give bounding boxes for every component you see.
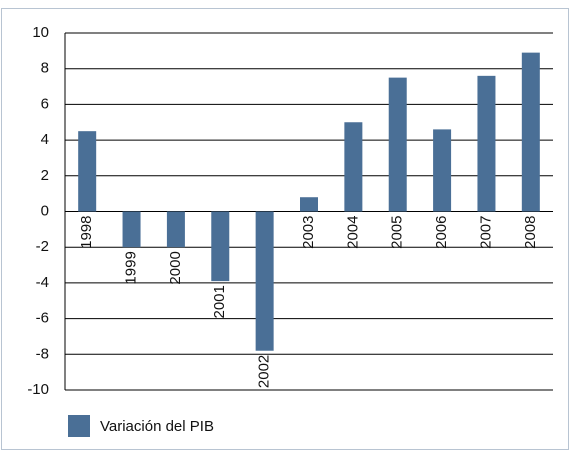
legend-swatch <box>68 415 90 437</box>
x-tick-label: 2006 <box>433 216 450 249</box>
x-tick-label: 2005 <box>389 216 406 249</box>
y-tick-label: 4 <box>41 131 49 148</box>
bar <box>166 211 185 248</box>
y-tick-label: 8 <box>41 60 49 77</box>
bar <box>122 211 141 248</box>
frame <box>1 8 569 450</box>
y-tick-label: -2 <box>36 238 49 255</box>
y-tick-label: -6 <box>36 310 49 327</box>
bar <box>211 211 230 282</box>
y-tick-label: -4 <box>36 274 49 291</box>
x-tick-label: 2008 <box>522 216 539 249</box>
bar <box>433 129 452 212</box>
bar <box>78 131 97 212</box>
bar <box>521 52 540 212</box>
y-tick-label: -10 <box>27 381 49 398</box>
bar <box>388 77 407 212</box>
x-tick-label: 1998 <box>78 216 95 249</box>
y-tick-label: -8 <box>36 345 49 362</box>
x-tick-label: 2004 <box>344 216 361 249</box>
y-tick-label: 2 <box>41 167 49 184</box>
legend-label: Variación del PIB <box>100 418 214 435</box>
x-tick-label: 2007 <box>477 216 494 249</box>
bar <box>300 197 318 212</box>
x-tick-label: 1999 <box>123 251 140 284</box>
y-tick-label: 10 <box>32 24 49 41</box>
x-tick-label: 2002 <box>256 355 273 388</box>
bar <box>255 211 274 351</box>
x-tick-label: 2001 <box>211 285 228 318</box>
y-tick-label: 6 <box>41 95 49 112</box>
x-tick-label: 2003 <box>300 216 317 249</box>
bar <box>344 122 363 212</box>
y-tick-label: 0 <box>41 202 49 219</box>
bar <box>477 75 496 212</box>
x-tick-label: 2000 <box>167 251 184 284</box>
